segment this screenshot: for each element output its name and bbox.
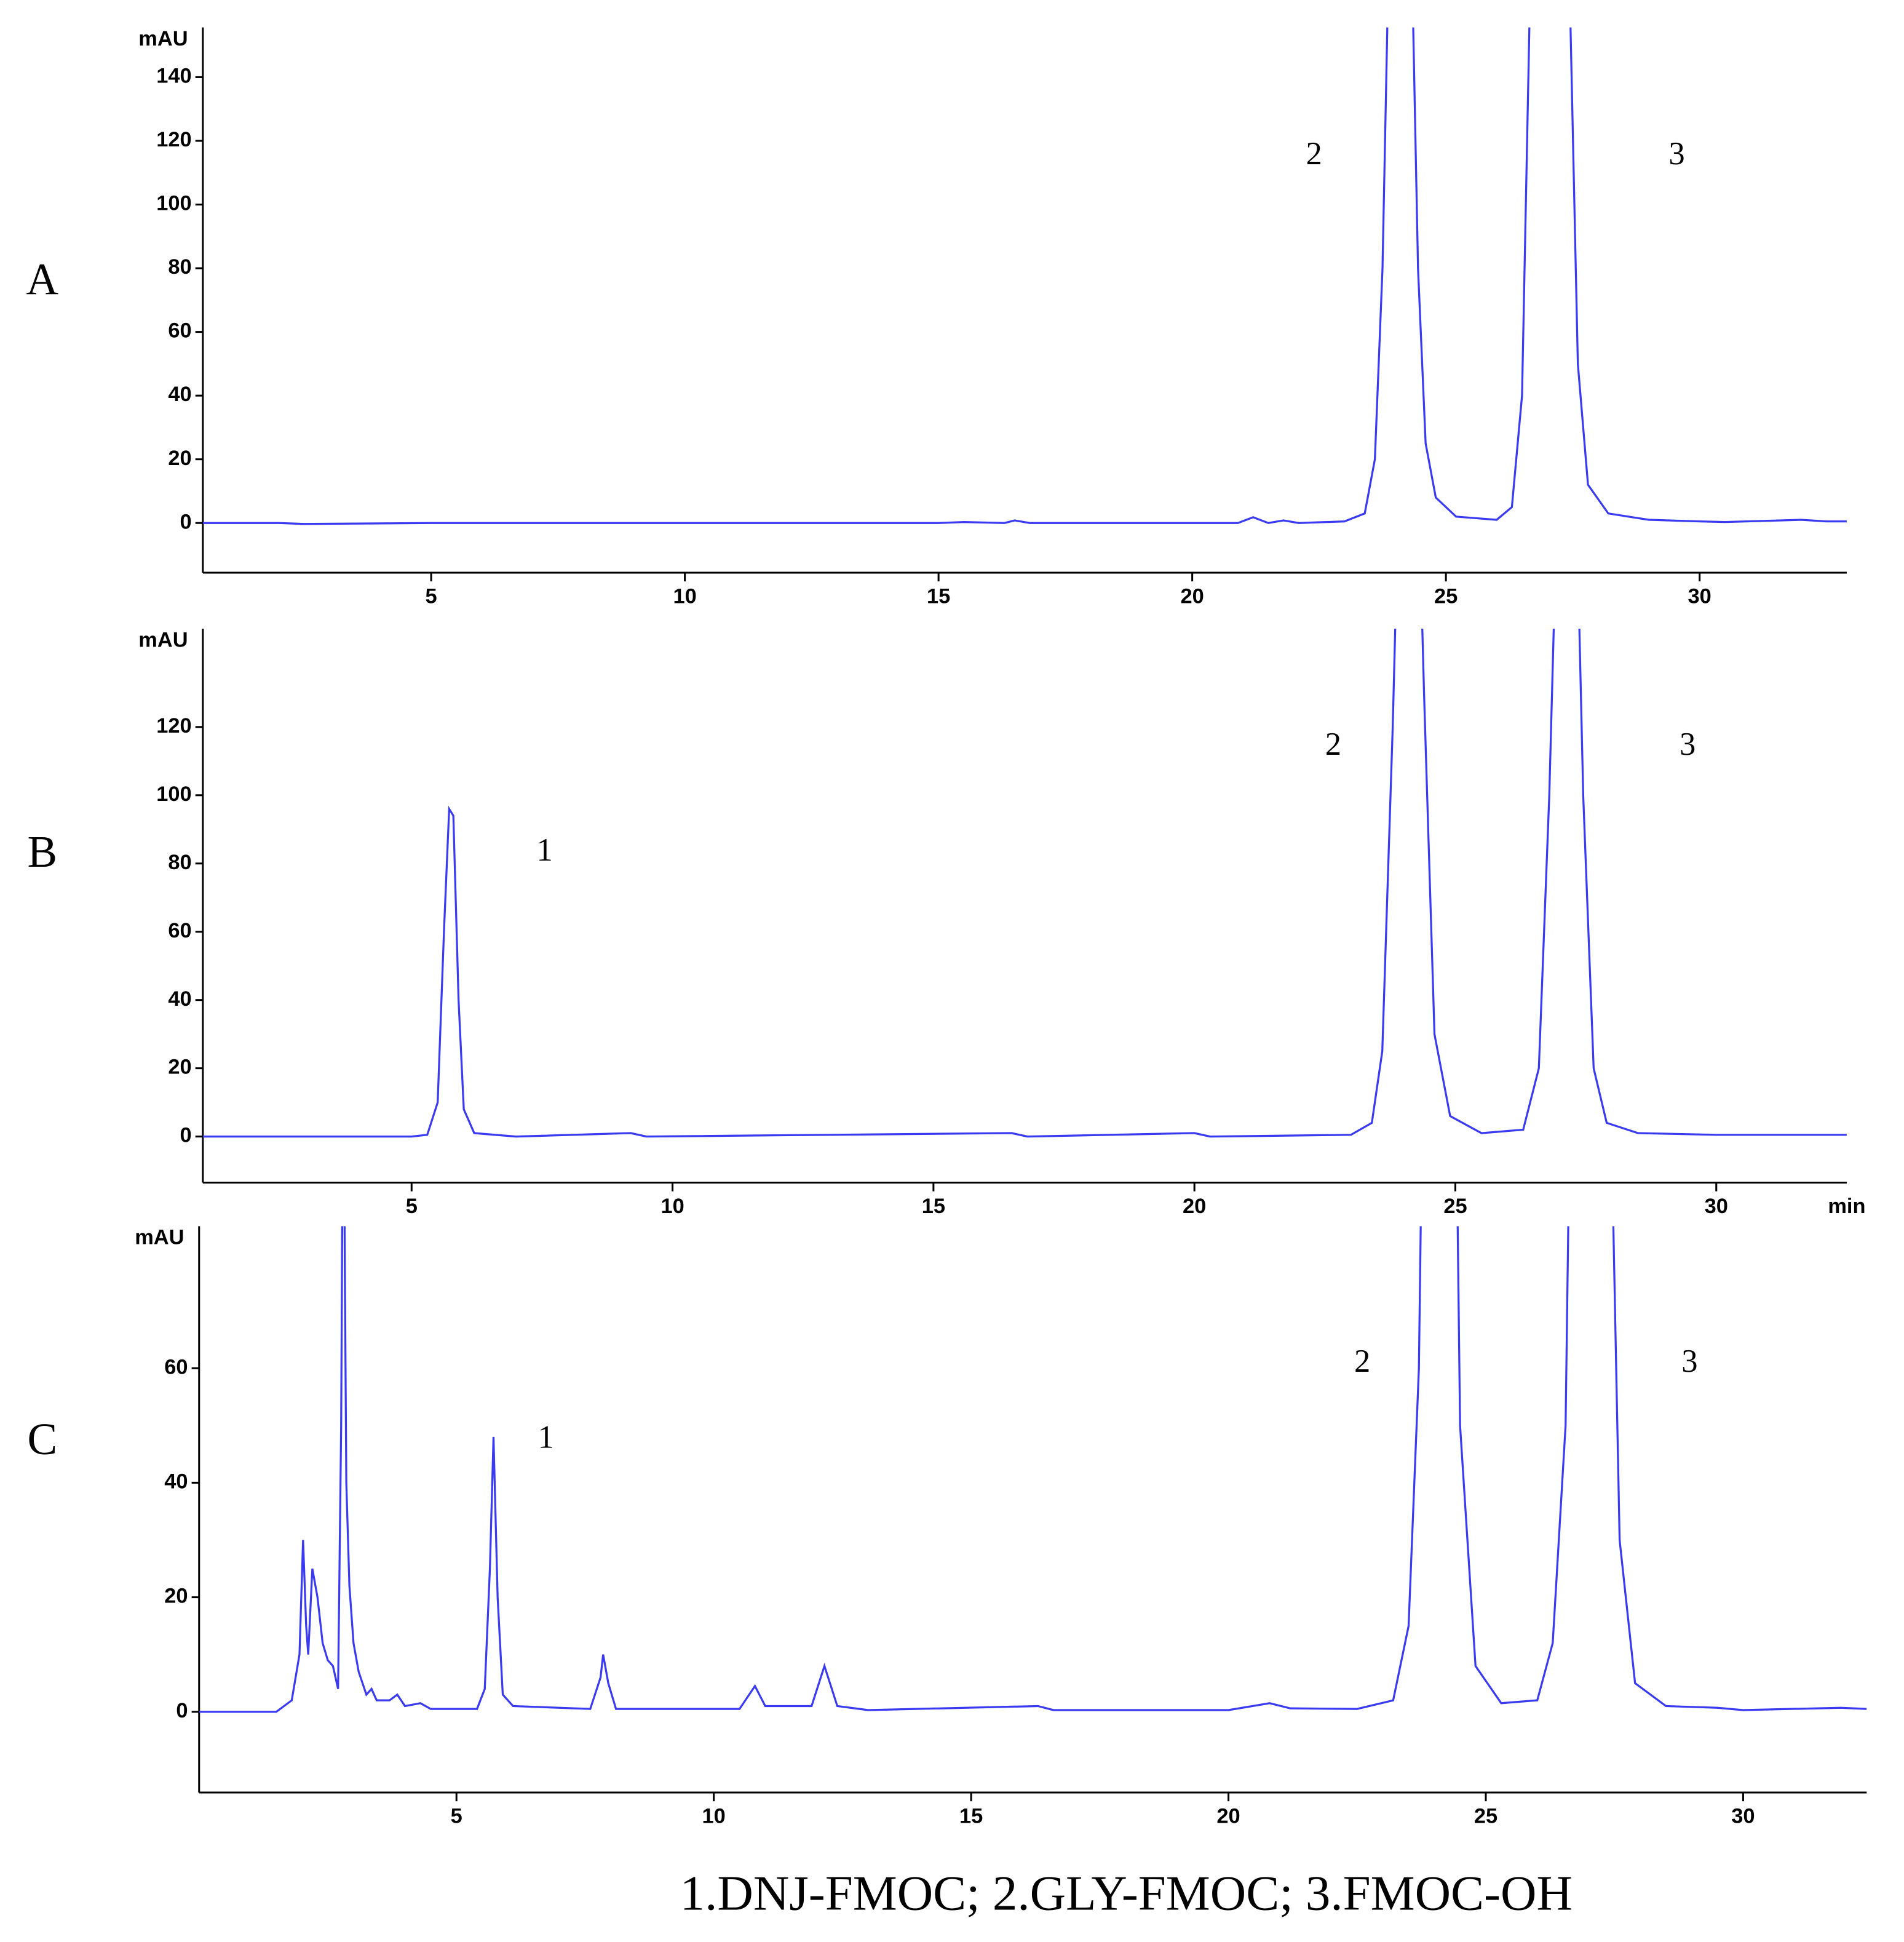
x-tick-label: 25 — [1474, 1805, 1497, 1828]
y-tick-label: 100 — [156, 782, 191, 806]
y-tick-label: 20 — [164, 1585, 188, 1608]
y-tick-label: 120 — [156, 714, 191, 738]
x-tick-label: 20 — [1216, 1805, 1240, 1828]
y-tick-label: 60 — [168, 919, 191, 942]
y-axis-label: mAU — [138, 628, 188, 651]
caption: 1.DNJ-FMOC; 2.GLY-FMOC; 3.FMOC-OH — [680, 1866, 1573, 1921]
y-tick-label: 20 — [168, 447, 191, 470]
x-tick-label: 30 — [1731, 1805, 1755, 1828]
x-tick-label: 15 — [927, 585, 950, 608]
trace — [202, 629, 1847, 1138]
y-tick-label: 80 — [168, 851, 191, 874]
x-tick-label: 30 — [1688, 585, 1712, 608]
x-tick-label: 25 — [1443, 1195, 1467, 1218]
y-tick-label: 60 — [168, 319, 191, 343]
x-tick-label: 10 — [660, 1195, 684, 1218]
y-tick-label: 40 — [164, 1470, 188, 1493]
y-tick-label: 60 — [164, 1355, 188, 1379]
peak-label: 3 — [1680, 726, 1696, 762]
peak-label: 2 — [1306, 136, 1322, 172]
x-tick-label: 30 — [1705, 1195, 1728, 1218]
y-tick-label: 20 — [168, 1056, 191, 1079]
y-tick-label: 0 — [176, 1699, 188, 1722]
x-tick-label: 20 — [1181, 585, 1204, 608]
x-tick-label: 5 — [426, 585, 437, 608]
y-axis-label: mAU — [138, 27, 188, 50]
x-tick-label: 5 — [451, 1805, 462, 1828]
x-tick-label: 25 — [1434, 585, 1458, 608]
peak-label: 3 — [1681, 1343, 1697, 1379]
x-tick-label: 20 — [1183, 1195, 1206, 1218]
peak-label: 1 — [538, 1420, 554, 1455]
peak-label: 2 — [1354, 1343, 1370, 1379]
panel-label: C — [28, 1414, 58, 1464]
y-axis-label: mAU — [135, 1226, 184, 1249]
y-tick-label: 140 — [156, 65, 191, 88]
peak-label: 3 — [1668, 136, 1684, 172]
y-tick-label: 40 — [168, 987, 191, 1011]
y-tick-label: 40 — [168, 383, 191, 406]
y-tick-label: 0 — [180, 1124, 191, 1147]
x-tick-label: 5 — [406, 1195, 418, 1218]
panel-label: B — [28, 827, 58, 877]
peak-label: 1 — [537, 832, 553, 868]
peak-label: 2 — [1325, 726, 1341, 762]
y-tick-label: 0 — [180, 510, 191, 533]
trace — [202, 27, 1847, 525]
x-tick-label: 10 — [702, 1805, 726, 1828]
x-axis-label: min — [1828, 1195, 1865, 1218]
y-tick-label: 80 — [168, 255, 191, 279]
panel-label: A — [26, 254, 58, 304]
x-tick-label: 15 — [922, 1195, 945, 1218]
trace — [199, 1226, 1867, 1713]
x-tick-label: 15 — [959, 1805, 983, 1828]
y-tick-label: 120 — [156, 128, 191, 151]
y-tick-label: 100 — [156, 192, 191, 215]
x-tick-label: 10 — [673, 585, 696, 608]
